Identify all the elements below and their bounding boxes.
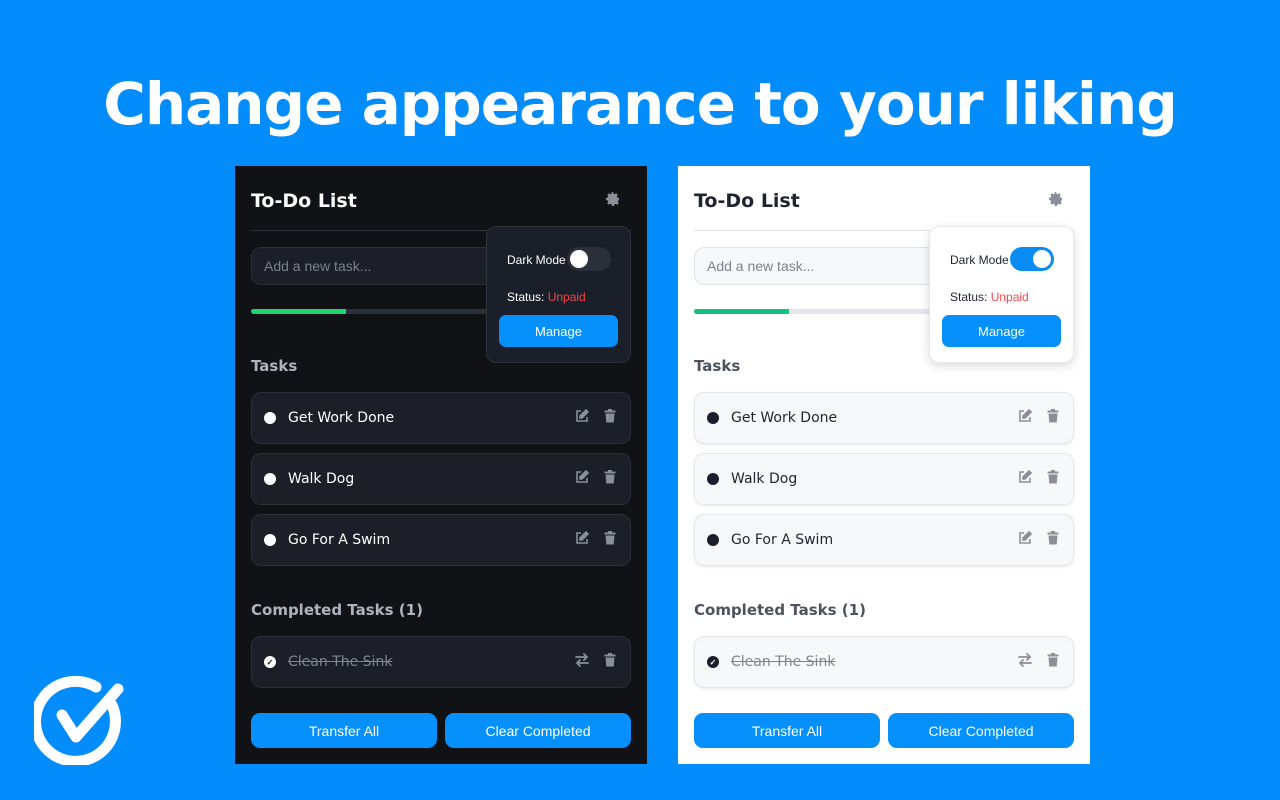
progress-fill [694,309,789,314]
task-text: Walk Dog [288,471,355,487]
light-todo-panel: To-Do List Add a new task... Tasks Compl… [678,166,1090,764]
divider [251,230,631,231]
gear-icon[interactable] [1048,191,1064,207]
completed-heading: Completed Tasks (1) [251,601,423,619]
transfer-all-button[interactable]: Transfer All [694,713,880,748]
edit-icon[interactable] [574,469,590,490]
task-checkbox[interactable] [264,412,276,424]
task-text: Get Work Done [731,410,838,426]
checked-checkbox[interactable]: ✓ [707,656,719,668]
status-value: Unpaid [547,290,586,304]
edit-icon[interactable] [574,408,590,429]
headline: Change appearance to your liking [103,70,1177,138]
status-value: Unpaid [990,290,1029,304]
clear-completed-button[interactable]: Clear Completed [888,713,1074,748]
progress-fill [251,309,346,314]
trash-icon[interactable] [1045,652,1061,673]
dark-mode-toggle[interactable] [567,247,611,271]
task-checkbox[interactable] [707,473,719,485]
task-item[interactable]: Go For A Swim [251,514,631,566]
dark-mode-label: Dark Mode [950,253,1009,267]
task-text: Get Work Done [288,410,395,426]
trash-icon[interactable] [602,652,618,673]
edit-icon[interactable] [1017,530,1033,551]
task-item[interactable]: Walk Dog [251,453,631,505]
progress-bar [251,309,631,314]
app-title: To-Do List [694,190,800,212]
dark-mode-toggle[interactable] [1010,247,1054,271]
task-text: Walk Dog [731,471,798,487]
edit-icon[interactable] [1017,469,1033,490]
status-text: Status: Unpaid [950,290,1029,304]
task-item[interactable]: Go For A Swim [694,514,1074,566]
tasks-heading: Tasks [694,357,741,375]
edit-icon[interactable] [1017,408,1033,429]
task-checkbox[interactable] [707,534,719,546]
settings-popup: Dark Mode Status: Unpaid Manage [929,226,1074,363]
task-item[interactable]: Walk Dog [694,453,1074,505]
trash-icon[interactable] [602,530,618,551]
task-item[interactable]: Get Work Done [251,392,631,444]
settings-popup: Dark Mode Status: Unpaid Manage [486,226,631,363]
clear-completed-button[interactable]: Clear Completed [445,713,631,748]
completed-task-text: Clean The Sink [731,654,836,670]
task-item[interactable]: Get Work Done [694,392,1074,444]
gear-icon[interactable] [605,191,621,207]
completed-task-text: Clean The Sink [288,654,393,670]
dark-todo-panel: To-Do List Add a new task... Tasks Compl… [235,166,647,764]
trash-icon[interactable] [1045,408,1061,429]
transfer-all-button[interactable]: Transfer All [251,713,437,748]
transfer-icon[interactable] [574,652,590,673]
checked-checkbox[interactable]: ✓ [264,656,276,668]
task-checkbox[interactable] [264,473,276,485]
trash-icon[interactable] [1045,530,1061,551]
task-text: Go For A Swim [288,532,391,548]
completed-task-item[interactable]: ✓ Clean The Sink [251,636,631,688]
status-text: Status: Unpaid [507,290,586,304]
dark-mode-label: Dark Mode [507,253,566,267]
trash-icon[interactable] [1045,469,1061,490]
trash-icon[interactable] [602,408,618,429]
manage-button[interactable]: Manage [499,315,618,347]
edit-icon[interactable] [574,530,590,551]
task-text: Go For A Swim [731,532,834,548]
checkmark-logo-icon [34,675,124,765]
manage-button[interactable]: Manage [942,315,1061,347]
app-title: To-Do List [251,190,357,212]
task-checkbox[interactable] [707,412,719,424]
transfer-icon[interactable] [1017,652,1033,673]
tasks-heading: Tasks [251,357,298,375]
progress-bar [694,309,1074,314]
completed-heading: Completed Tasks (1) [694,601,866,619]
completed-task-item[interactable]: ✓ Clean The Sink [694,636,1074,688]
divider [694,230,1074,231]
task-checkbox[interactable] [264,534,276,546]
trash-icon[interactable] [602,469,618,490]
